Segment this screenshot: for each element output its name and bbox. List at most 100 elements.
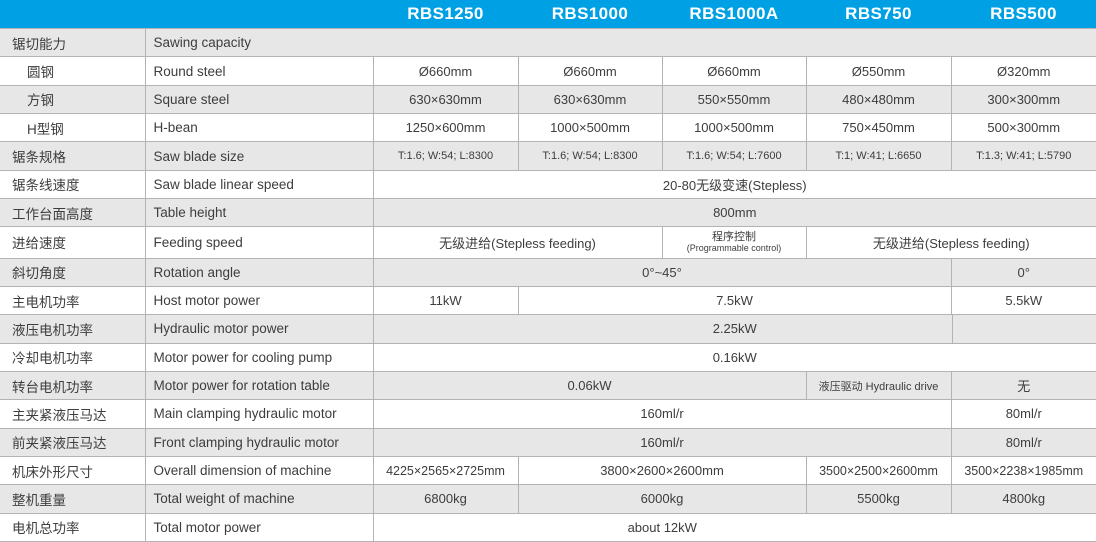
row-label-en: Saw blade size (144, 141, 374, 171)
row-label-cn: 主夹紧液压马达 (0, 399, 146, 429)
spec-value-cell: T:1.6; W:54; L:7600 (661, 141, 807, 171)
spec-row: 冷却电机功率 Motor power for cooling pump 0.16kW (0, 342, 1096, 372)
spec-value-cell: Ø660mm (372, 56, 519, 86)
row-label-en: H-bean (144, 113, 374, 143)
row-label-en: Square steel (144, 84, 374, 115)
spec-row: 主电机功率 Host motor power 11kW 7.5kW 5.5kW (0, 285, 1096, 316)
spec-row: 斜切角度 Rotation angle 0°~45° 0° (0, 257, 1096, 287)
row-label-en: Saw blade linear speed (144, 169, 374, 200)
row-label-cn: 前夹紧液压马达 (0, 427, 146, 457)
row-label-cn: 斜切角度 (0, 257, 146, 287)
row-label-cn: 整机重量 (0, 484, 146, 514)
spec-table-body: 锯切能力 Sawing capacity 圆钢 Round steel Ø660mm Ø6… (0, 27, 1096, 542)
spec-value-cell: 800mm (372, 198, 1096, 228)
spec-row: 工作台面高度 Table height 800mm (0, 198, 1096, 228)
row-label-en: Total motor power (144, 512, 374, 542)
spec-value-cell (951, 512, 1096, 542)
spec-value-cell: 5.5kW (950, 285, 1096, 316)
spec-value-cell: 7.5kW (517, 285, 952, 316)
spec-value-cell: 2.25kW (372, 314, 1096, 344)
model-column-header: RBS1000A (662, 0, 806, 29)
row-label-en: Motor power for rotation table (144, 370, 374, 401)
row-label-cn: 锯切能力 (0, 27, 146, 58)
spec-value-cell: 750×450mm (805, 113, 952, 143)
spec-row: 前夹紧液压马达 Front clamping hydraulic motor 160… (0, 427, 1096, 457)
spec-row: 锯条线速度 Saw blade linear speed 20-80无级变速(Ste… (0, 169, 1096, 200)
row-label-cn: 进给速度 (0, 226, 146, 259)
spec-value-cell: 3500×2500×2600mm (805, 455, 952, 486)
row-label-cn: 电机总功率 (0, 512, 146, 542)
spec-value-cell: 160ml/r (372, 399, 952, 429)
cell-main-text: 程序控制 (712, 231, 756, 244)
spec-value-cell: 6000kg (517, 484, 807, 514)
spec-row: H型钢 H-bean 1250×600mm 1000×500mm 1000×500mm 7… (0, 113, 1096, 143)
row-label-cn: 方钢 (0, 84, 146, 115)
spec-value-cell: 0.16kW (372, 342, 1096, 372)
spec-value-cell: T:1.3; W:41; L:5790 (950, 141, 1096, 171)
spec-value-cell: 160ml/r (372, 427, 952, 457)
spec-row: 进给速度 Feeding speed 无级进给(Stepless feeding) 程… (0, 226, 1096, 259)
spec-value-cell: 630×630mm (372, 84, 519, 115)
row-label-en: Motor power for cooling pump (144, 342, 374, 372)
row-label-cn: 主电机功率 (0, 285, 146, 316)
spec-value-cell: 4225×2565×2725mm (372, 455, 519, 486)
spec-value-cell: 480×480mm (805, 84, 952, 115)
spec-row: 主夹紧液压马达 Main clamping hydraulic motor 160m… (0, 399, 1096, 429)
row-label-en: Host motor power (144, 285, 374, 316)
spec-value-cell: 1000×500mm (661, 113, 807, 143)
row-label-cn: 冷却电机功率 (0, 342, 146, 372)
row-label-en: Overall dimension of machine (144, 455, 374, 486)
row-label-en: Feeding speed (144, 226, 374, 259)
row-label-cn: 液压电机功率 (0, 314, 146, 344)
row-label-en: Hydraulic motor power (144, 314, 374, 344)
spec-value-cell: 6800kg (372, 484, 519, 514)
spec-value-cell: T:1.6; W:54; L:8300 (517, 141, 663, 171)
spec-value-cell: Ø660mm (661, 56, 807, 86)
spec-value-cell: 无级进给(Stepless feeding) (372, 226, 663, 259)
spec-row: 锯切能力 Sawing capacity (0, 27, 1096, 58)
spec-value-cell: 11kW (372, 285, 519, 316)
model-header-row: RBS1250 RBS1000 RBS1000A RBS750 RBS500 (0, 0, 1096, 29)
row-label-en: Table height (144, 198, 374, 228)
cell-sub-text: (Programmable control) (686, 243, 782, 254)
row-label-en: Total weight of machine (144, 484, 374, 514)
spec-value-cell: 80ml/r (950, 427, 1096, 457)
spec-row: 转台电机功率 Motor power for rotation table 0.06… (0, 370, 1096, 401)
spec-value-cell: 80ml/r (950, 399, 1096, 429)
spec-value-cell: 无 (950, 370, 1096, 401)
row-label-cn: 转台电机功率 (0, 370, 146, 401)
row-label-cn: 工作台面高度 (0, 198, 146, 228)
spec-value-cell: 1250×600mm (372, 113, 519, 143)
spec-value-cell: 300×300mm (950, 84, 1096, 115)
spec-value-cell: 5500kg (805, 484, 952, 514)
spec-value-cell: 液压驱动 Hydraulic drive (805, 370, 952, 401)
row-label-en: Round steel (144, 56, 374, 86)
spec-value-cell: 550×550mm (661, 84, 807, 115)
spec-value-cell: 0°~45° (372, 257, 952, 287)
model-header: RBS1250 RBS1000 RBS1000A RBS750 RBS500 (0, 0, 1096, 29)
row-label-en: Sawing capacity (144, 27, 1096, 58)
spec-row: 整机重量 Total weight of machine 6800kg 6000kg 5… (0, 484, 1096, 514)
model-column-header: RBS750 (806, 0, 951, 29)
model-column-header: RBS1000 (518, 0, 662, 29)
spec-row: 电机总功率 Total motor power about 12kW (0, 512, 1096, 542)
spec-value-cell: 4800kg (950, 484, 1096, 514)
row-label-cn: H型钢 (0, 113, 146, 143)
spec-value-cell: Ø320mm (950, 56, 1096, 86)
spec-row: 液压电机功率 Hydraulic motor power 2.25kW (0, 314, 1096, 344)
spec-value-cell: Ø660mm (517, 56, 663, 86)
row-label-cn: 圆钢 (0, 56, 146, 86)
spec-value-cell: Ø550mm (805, 56, 952, 86)
spec-value-cell: 500×300mm (950, 113, 1096, 143)
model-column-header: RBS500 (951, 0, 1096, 29)
row-label-en: Rotation angle (144, 257, 374, 287)
spec-row: 方钢 Square steel 630×630mm 630×630mm 550×550m… (0, 84, 1096, 115)
spec-value-cell: 0° (950, 257, 1096, 287)
spec-value-cell: 1000×500mm (517, 113, 663, 143)
spec-value-cell: 无级进给(Stepless feeding) (805, 226, 1096, 259)
header-spacer (0, 0, 373, 29)
spec-value-cell: T:1; W:41; L:6650 (805, 141, 952, 171)
spec-value-cell: 3800×2600×2600mm (517, 455, 807, 486)
spec-row: 圆钢 Round steel Ø660mm Ø660mm Ø660mm Ø550mm Ø32… (0, 56, 1096, 86)
